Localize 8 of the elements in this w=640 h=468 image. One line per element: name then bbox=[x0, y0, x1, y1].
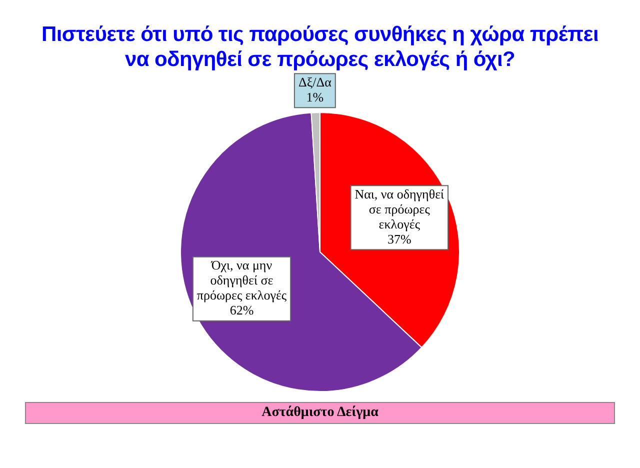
slice-label: Δξ/Δα bbox=[298, 74, 332, 90]
data-label: 1% bbox=[306, 90, 324, 104]
chart-title: Πιστεύετε ότι υπό τις παρούσες συνθήκες η χώρα πρέπει να οδηγηθεί σε πρόωρες εκλογές ή όχι? bbox=[40, 22, 600, 72]
slice-label: Όχι, να μην οδηγηθεί σε πρόωρες εκλογές bbox=[196, 258, 288, 303]
data-label: 37% bbox=[387, 232, 412, 247]
data-label: 62% bbox=[230, 302, 254, 318]
slice-label: Ναι, να οδηγηθεί σε πρόωρες εκλογές bbox=[354, 186, 445, 232]
text: Αστάθμιστο Δείγμα bbox=[25, 402, 615, 424]
